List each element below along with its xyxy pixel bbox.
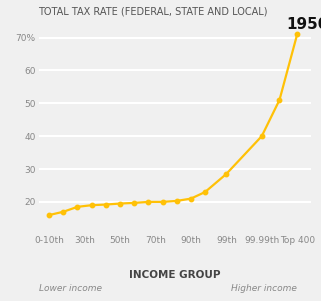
Text: TOTAL TAX RATE (FEDERAL, STATE AND LOCAL): TOTAL TAX RATE (FEDERAL, STATE AND LOCAL… <box>39 6 268 16</box>
Text: 1950: 1950 <box>287 17 321 32</box>
X-axis label: INCOME GROUP: INCOME GROUP <box>129 270 221 280</box>
Text: Higher income: Higher income <box>231 284 297 293</box>
Text: Lower income: Lower income <box>39 284 101 293</box>
